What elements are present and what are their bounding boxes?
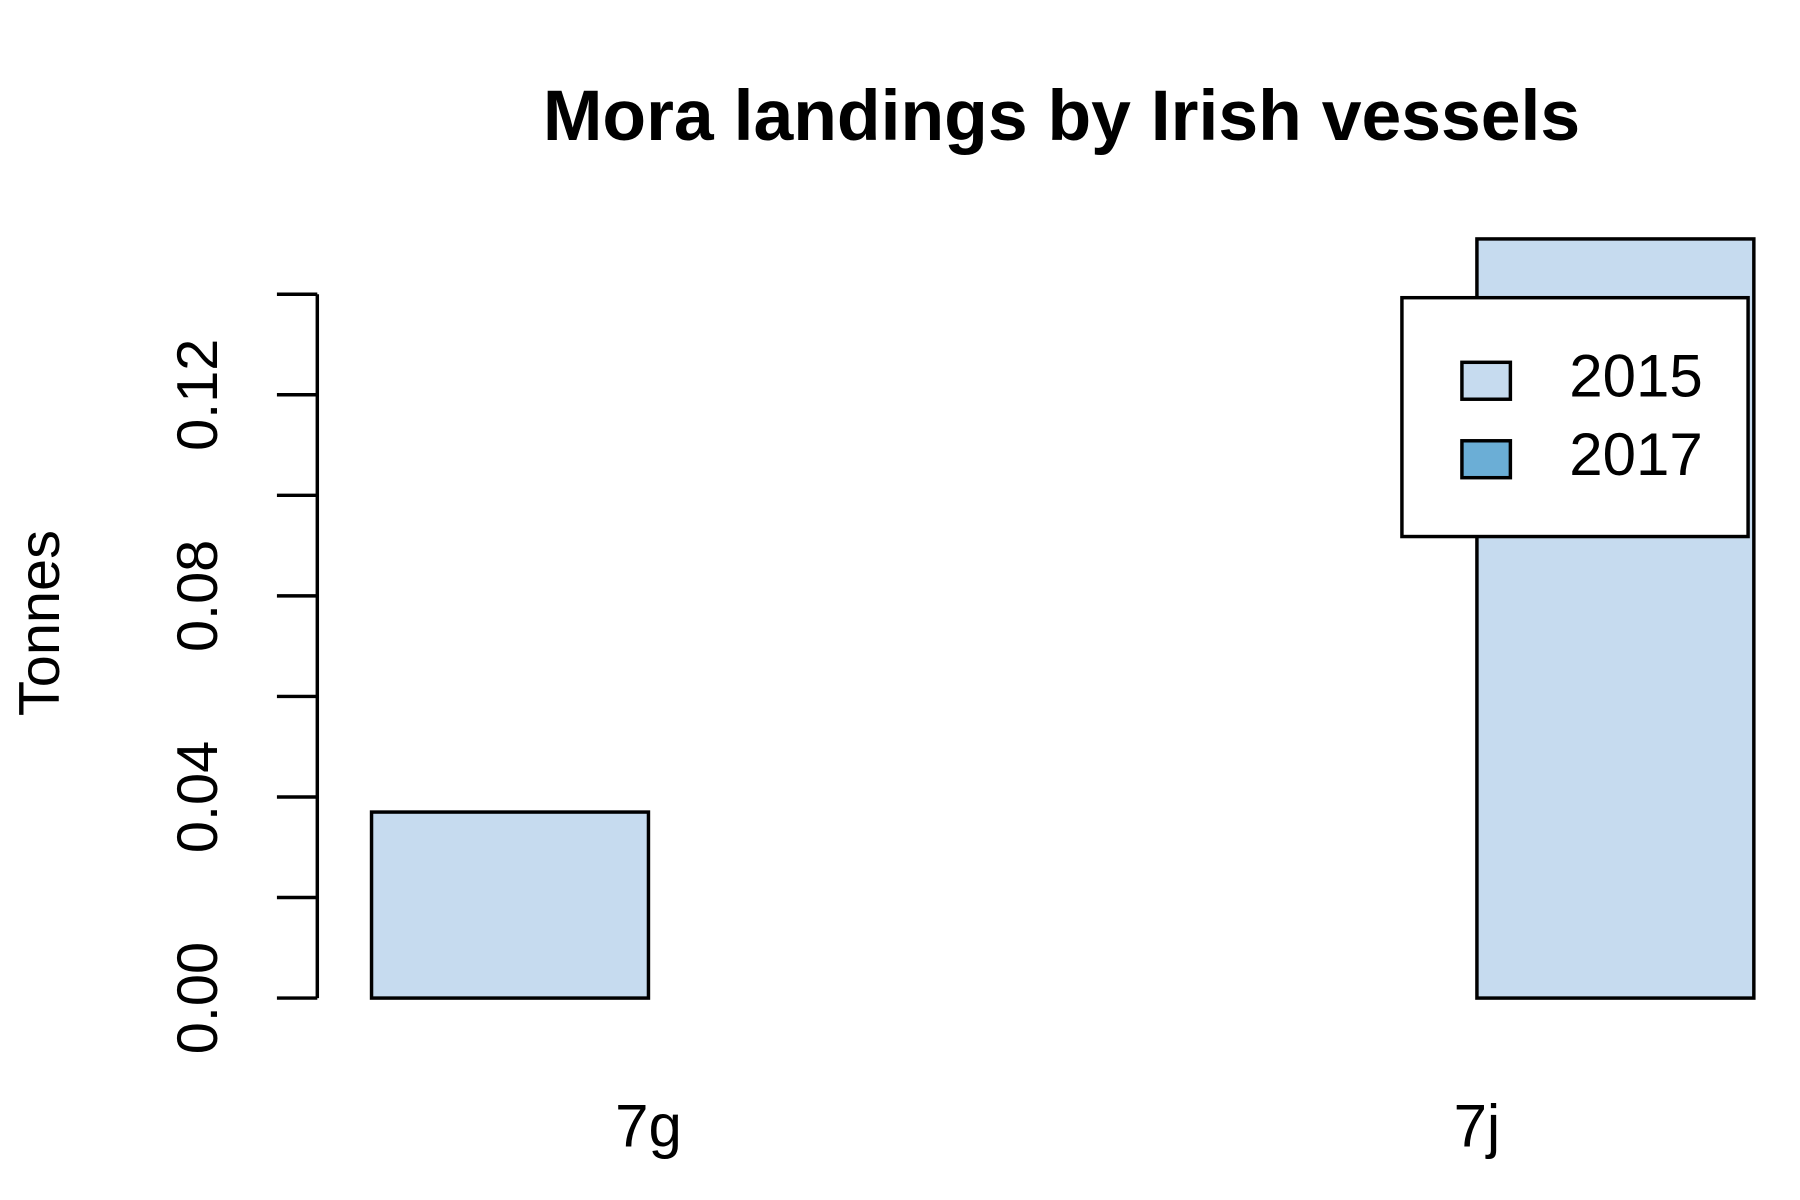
y-tick-label: 0.00 (166, 942, 230, 1054)
y-tick-label: 0.04 (166, 741, 230, 853)
legend-swatch (1460, 360, 1513, 401)
legend-label: 2017 (1569, 421, 1702, 488)
legend-swatch (1460, 439, 1513, 480)
x-tick-label: 7j (1454, 1093, 1501, 1160)
x-tick-label: 7g (615, 1093, 682, 1160)
legend-box (1400, 295, 1750, 539)
y-axis-label: Tonnes (8, 530, 72, 716)
legend-label: 2015 (1569, 343, 1702, 410)
bar (369, 810, 651, 1000)
y-tick-label: 0.08 (166, 540, 230, 652)
y-tick-label: 0.12 (166, 339, 230, 451)
chart-title: Mora landings by Irish vessels (543, 76, 1580, 156)
